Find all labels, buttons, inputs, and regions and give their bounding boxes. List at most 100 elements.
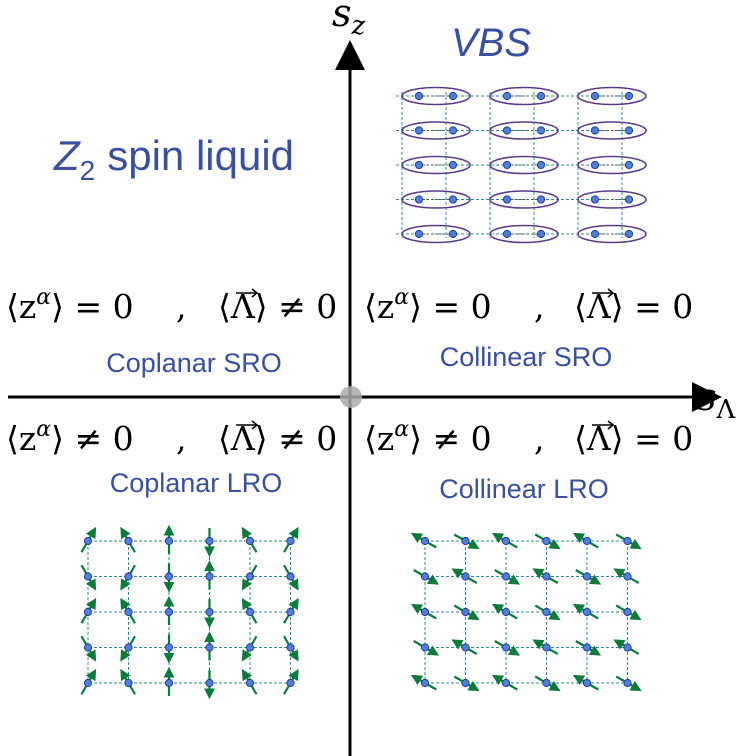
svg-text:⟨Λ⟩ = 0: ⟨Λ⟩ = 0: [574, 287, 693, 326]
dimer-ellipse: [401, 121, 471, 140]
lattice-site: [624, 160, 634, 170]
lattice-site: [448, 229, 458, 239]
lattice-site: [83, 643, 93, 652]
lattice-site: [164, 643, 174, 652]
lattice-site: [245, 536, 255, 546]
lattice-site: [623, 678, 632, 688]
svg-text:,: ,: [176, 287, 187, 326]
lattice-site: [286, 643, 295, 652]
lattice-site: [420, 643, 430, 652]
svg-text:,: ,: [176, 419, 187, 458]
lattice-site: [582, 678, 592, 688]
z2-spin-liquid-label: Z2 spin liquid: [53, 132, 294, 186]
lattice-site: [414, 126, 424, 135]
lattice-site: [420, 678, 430, 688]
coplanar-spin-lattice: [80, 524, 299, 700]
lattice-site: [420, 536, 430, 546]
bottom-left-formula: ⟨zα⟩ ≠ 0 , ⟨Λ⟩ ≠ 0: [6, 417, 337, 458]
lattice-site: [582, 572, 592, 581]
svg-text:⟨Λ⟩ ≠ 0: ⟨Λ⟩ ≠ 0: [218, 287, 337, 326]
lattice-site: [502, 126, 512, 135]
lattice-site: [414, 195, 424, 204]
dimer-ellipse: [577, 224, 647, 244]
lattice-site: [83, 607, 93, 617]
top-right-formula: ⟨zα⟩ = 0 , ⟨Λ⟩ = 0: [364, 285, 693, 326]
collinear-sro-label: Collinear SRO: [440, 342, 613, 372]
lattice-site: [501, 536, 511, 546]
lattice-site: [624, 91, 634, 101]
lattice-site: [83, 572, 93, 581]
lattice-site: [590, 160, 600, 170]
lattice-site: [623, 607, 632, 617]
lattice-site: [536, 160, 546, 170]
lattice-site: [205, 678, 214, 688]
lattice-site: [624, 195, 634, 204]
dimer-ellipse: [577, 121, 647, 140]
dimer-ellipse: [489, 155, 559, 175]
lattice-site: [164, 607, 174, 617]
lattice-site: [205, 607, 214, 617]
lattice-site: [542, 607, 551, 617]
lattice-site: [502, 229, 512, 239]
lattice-site: [448, 91, 458, 101]
lattice-site: [414, 229, 424, 239]
lattice-site: [536, 126, 546, 135]
lattice-site: [461, 607, 470, 617]
lattice-site: [420, 572, 430, 581]
dimer-ellipse: [577, 155, 647, 175]
dimer-ellipse: [577, 86, 647, 106]
lattice-site: [590, 229, 600, 239]
lattice-site: [448, 126, 458, 135]
lattice-site: [582, 607, 592, 617]
lattice-site: [124, 678, 133, 688]
lattice-site: [448, 195, 458, 204]
lattice-site: [420, 607, 430, 617]
dimer-ellipse: [489, 190, 559, 209]
svg-text:⟨zα⟩ ≠ 0: ⟨zα⟩ ≠ 0: [364, 417, 492, 458]
lattice-site: [124, 536, 133, 546]
lattice-site: [286, 572, 295, 581]
lattice-site: [286, 678, 295, 688]
lattice-site: [536, 229, 546, 239]
lattice-site: [205, 536, 214, 546]
slambda-axis-label: sΛ: [697, 375, 737, 425]
lattice-site: [461, 678, 470, 688]
dimer-ellipse: [401, 224, 471, 244]
lattice-site: [461, 536, 470, 546]
lattice-site: [623, 572, 632, 581]
vbs-dimer-lattice: [396, 86, 647, 244]
lattice-site: [448, 160, 458, 170]
lattice-site: [536, 195, 546, 204]
lattice-site: [245, 678, 255, 688]
lattice-site: [286, 607, 295, 617]
svg-text:⟨Λ⟩ = 0: ⟨Λ⟩ = 0: [574, 419, 693, 458]
lattice-site: [624, 126, 634, 135]
dimer-ellipse: [489, 86, 559, 106]
lattice-site: [205, 572, 214, 581]
lattice-site: [83, 678, 93, 688]
lattice-site: [502, 160, 512, 170]
lattice-site: [501, 678, 511, 688]
dimer-ellipse: [401, 155, 471, 175]
lattice-site: [590, 91, 600, 101]
dimer-ellipse: [401, 190, 471, 209]
lattice-site: [501, 607, 511, 617]
lattice-site: [164, 572, 174, 581]
dimer-ellipse: [577, 190, 647, 209]
lattice-site: [461, 643, 470, 652]
lattice-site: [502, 195, 512, 204]
lattice-site: [286, 536, 295, 546]
lattice-site: [124, 607, 133, 617]
lattice-site: [205, 643, 214, 652]
lattice-site: [502, 91, 512, 101]
lattice-site: [623, 536, 632, 546]
lattice-site: [623, 643, 632, 652]
lattice-site: [124, 643, 133, 652]
svg-text:,: ,: [534, 287, 545, 326]
sz-axis-label: sz: [332, 0, 366, 41]
lattice-site: [542, 678, 551, 688]
dimer-ellipse: [489, 121, 559, 140]
dimer-ellipse: [401, 86, 471, 106]
lattice-site: [582, 643, 592, 652]
